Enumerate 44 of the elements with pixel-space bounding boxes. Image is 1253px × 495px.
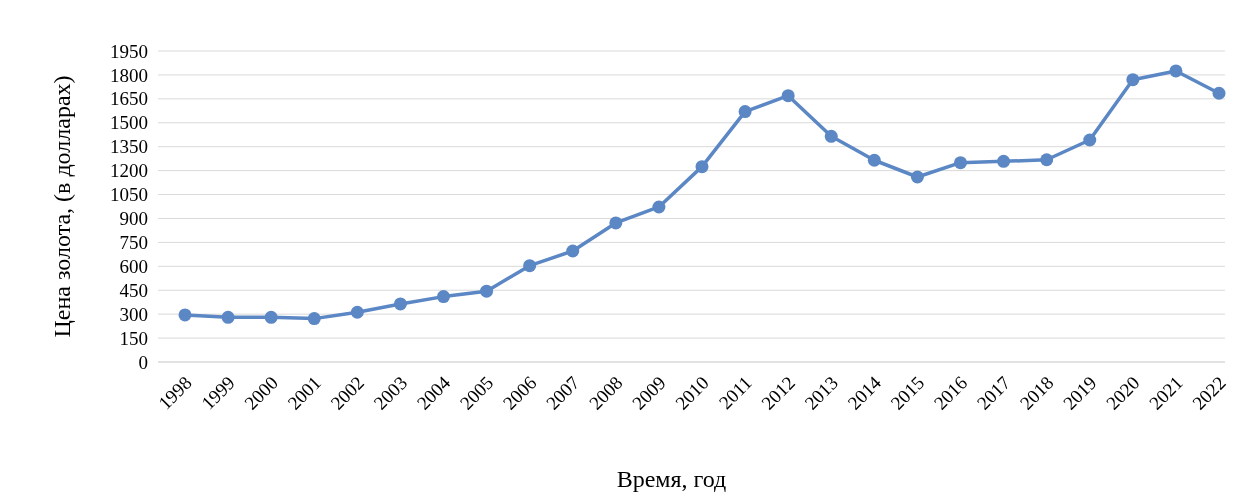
y-tick-label: 1350 — [110, 136, 148, 158]
x-tick-label: 2011 — [714, 371, 756, 414]
y-tick-label: 1650 — [110, 88, 148, 110]
y-tick-label: 600 — [119, 255, 148, 277]
x-tick-label: 2021 — [1145, 371, 1187, 414]
point — [954, 156, 967, 170]
point — [178, 308, 192, 322]
point — [824, 129, 838, 143]
point — [350, 305, 364, 319]
point — [1126, 73, 1140, 87]
point — [695, 160, 709, 174]
y-tick-label: 1200 — [110, 160, 148, 182]
y-tick-label: 1950 — [110, 40, 148, 62]
x-axis-title: Время, год — [616, 466, 727, 492]
point — [566, 244, 580, 258]
y-tick-label: 150 — [119, 327, 148, 349]
x-tick-label: 2001 — [283, 371, 326, 414]
point — [1169, 64, 1183, 78]
y-tick-label: 300 — [119, 303, 148, 325]
point — [997, 154, 1011, 168]
point — [910, 170, 924, 184]
y-tick-label: 1500 — [110, 112, 148, 134]
point — [738, 105, 752, 119]
point — [652, 200, 666, 214]
point — [867, 153, 881, 167]
point — [307, 312, 321, 326]
point — [393, 297, 407, 311]
point — [1083, 133, 1097, 147]
point — [437, 290, 450, 304]
y-tick-label: 1800 — [110, 64, 148, 86]
point — [781, 89, 795, 103]
point — [221, 310, 235, 324]
y-tick-label: 900 — [119, 208, 148, 230]
point — [264, 310, 278, 324]
y-tick-label: 0 — [138, 351, 148, 373]
y-axis-title: Цена золота, (в долларах) — [49, 75, 75, 338]
point — [1212, 86, 1226, 100]
point — [480, 284, 494, 298]
point — [1040, 153, 1054, 167]
y-tick-label: 1050 — [110, 184, 148, 206]
y-tick-label: 750 — [119, 232, 148, 254]
point — [523, 259, 537, 273]
y-tick-label: 450 — [119, 279, 148, 301]
point — [609, 216, 623, 230]
